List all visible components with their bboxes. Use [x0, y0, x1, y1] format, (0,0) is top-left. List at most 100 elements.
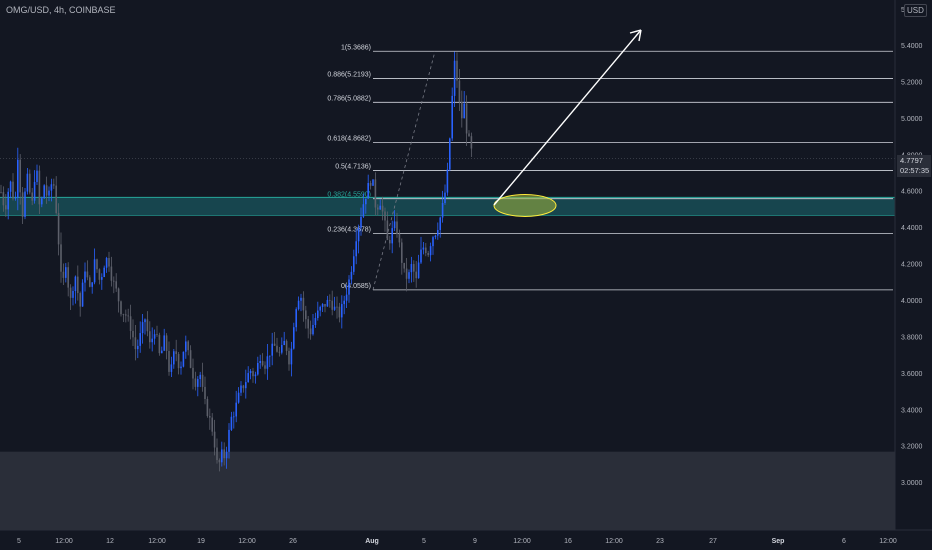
candle-body [278, 351, 281, 353]
candle-body [319, 306, 321, 311]
time-tick-label: 23 [656, 538, 664, 545]
price-tick-label: 5.2000 [901, 79, 923, 86]
price-tick-label: 3.2000 [901, 444, 923, 451]
candle-body [432, 237, 434, 247]
candle-body [134, 337, 137, 350]
candle-body [173, 351, 175, 365]
candle-body [26, 173, 29, 192]
candle-body [379, 205, 381, 210]
price-tick-label: 5 [901, 7, 905, 14]
candle-body [302, 297, 305, 311]
candle-body [65, 267, 67, 278]
candle-body [91, 282, 93, 287]
candle-body [221, 449, 223, 463]
time-tick-label: 9 [473, 538, 477, 545]
candle-body [321, 303, 324, 307]
candle-body [249, 371, 252, 374]
candle-body [50, 184, 53, 191]
candle-body [393, 221, 396, 229]
candle-body [31, 192, 33, 201]
time-tick-label: Sep [772, 538, 785, 545]
candle-body [350, 271, 353, 280]
candle-body [230, 416, 233, 430]
candle-body [103, 267, 105, 278]
candle-body [105, 257, 108, 268]
candle-body [295, 309, 297, 328]
candle-body [149, 331, 151, 343]
candle-body [233, 416, 235, 418]
candle-body [139, 333, 141, 346]
price-tick-label: 5.0000 [901, 116, 923, 123]
candle-body [77, 276, 79, 294]
candle-body [98, 269, 101, 280]
candle-body [165, 335, 168, 351]
candle-body [185, 341, 187, 352]
candle-body [89, 277, 91, 287]
candle-body [187, 341, 189, 351]
price-tick-label: 3.4000 [901, 407, 923, 414]
price-tick-label: 4.4000 [901, 225, 923, 232]
candle-body [288, 350, 290, 365]
time-tick-label: 12:00 [148, 538, 166, 545]
price-tick-label: 3.8000 [901, 334, 923, 341]
candle-body [336, 306, 338, 308]
time-tick-label: 12:00 [879, 538, 897, 545]
candle-body [108, 257, 110, 267]
candle-body [405, 268, 408, 279]
candle-body [360, 216, 362, 228]
candle-body [81, 282, 84, 307]
candle-body [2, 192, 5, 206]
candle-body [324, 303, 326, 307]
candle-body [151, 338, 153, 343]
candle-body [19, 159, 21, 193]
candle-body [132, 330, 134, 338]
candle-body [41, 198, 43, 205]
candle-body [271, 343, 273, 356]
candle-body [45, 185, 48, 196]
candle-body [127, 315, 129, 317]
candle-body [69, 287, 72, 298]
candle-body [5, 205, 7, 210]
candle-body [86, 271, 89, 278]
price-tick-label: 4.2000 [901, 262, 923, 269]
candle-body [192, 367, 194, 379]
candle-body [345, 294, 348, 301]
candle-body [266, 356, 269, 369]
candle-body [343, 300, 345, 305]
candle-body [398, 233, 401, 243]
candle-body [465, 103, 468, 134]
candle-body [245, 382, 247, 389]
fib-level-label: 1(5.3686) [341, 44, 371, 51]
last-price-value: 4.7797 [900, 156, 923, 165]
time-tick-label: 5 [422, 538, 426, 545]
candle-body [434, 235, 437, 238]
candle-body [273, 343, 276, 346]
candle-body [413, 264, 415, 272]
candle-body [113, 280, 115, 282]
candle-body [194, 378, 197, 387]
candle-body [7, 191, 9, 210]
candle-body [60, 244, 62, 272]
candle-body [307, 319, 309, 329]
candle-body [9, 181, 12, 192]
time-tick-label: 6 [842, 538, 846, 545]
candle-body [218, 460, 221, 463]
candle-body [96, 259, 98, 270]
candle-body [101, 277, 103, 280]
candle-body [441, 202, 444, 218]
currency-button[interactable]: USD [904, 4, 927, 17]
candle-body [197, 379, 199, 387]
candle-body [444, 192, 446, 203]
time-tick-label: 16 [564, 538, 572, 545]
candle-body [225, 451, 228, 459]
candle-body [146, 319, 149, 332]
candle-body [269, 355, 271, 357]
candle-body [329, 299, 331, 301]
candle-body [21, 192, 24, 217]
candle-body [425, 247, 427, 253]
candle-body [309, 328, 312, 335]
candle-body [43, 185, 45, 199]
price-tick-label: 4.6000 [901, 189, 923, 196]
candle-body [396, 221, 398, 234]
